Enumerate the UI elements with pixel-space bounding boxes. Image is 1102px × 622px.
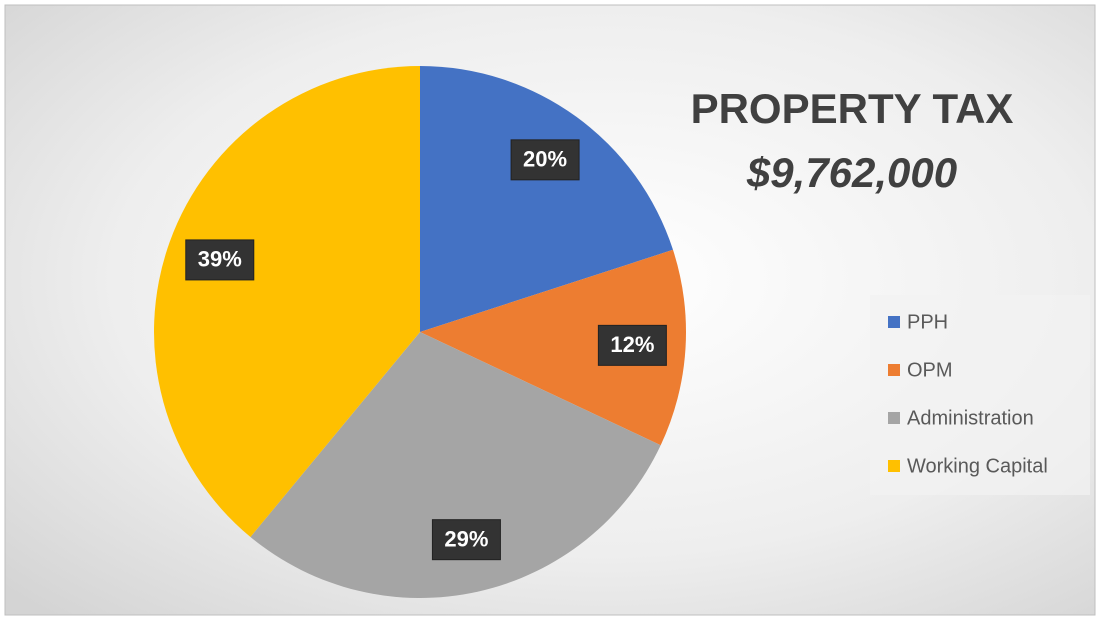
legend-label: PPH xyxy=(907,311,948,333)
data-label-box xyxy=(597,324,667,366)
legend-swatch xyxy=(888,364,900,376)
pie-slice xyxy=(420,249,687,446)
data-label: 39% xyxy=(198,247,242,272)
legend-label: OPM xyxy=(907,359,953,381)
pie-slice xyxy=(154,66,421,537)
legend-label: Working Capital xyxy=(907,455,1048,477)
data-label: 12% xyxy=(610,332,654,357)
data-label-box xyxy=(510,139,580,181)
data-label: 29% xyxy=(444,526,488,551)
pie-slice xyxy=(420,66,673,332)
legend-swatch xyxy=(888,412,900,424)
data-label-box xyxy=(185,239,255,281)
legend xyxy=(870,295,1090,495)
legend-swatch xyxy=(888,316,900,328)
chart-subtitle: $9,762,000 xyxy=(746,149,957,196)
pie-slice xyxy=(250,332,661,599)
data-label: 20% xyxy=(523,147,567,172)
legend-label: Administration xyxy=(907,407,1034,429)
chart-title: PROPERTY TAX xyxy=(691,85,1014,132)
data-label-box xyxy=(431,519,501,561)
legend-swatch xyxy=(888,460,900,472)
